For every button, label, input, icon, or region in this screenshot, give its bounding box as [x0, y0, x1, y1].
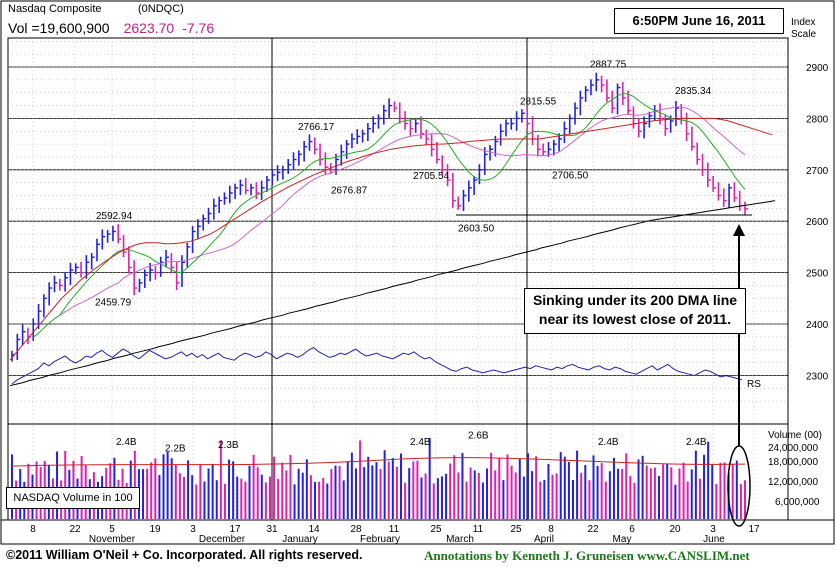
- ma10-line: [32, 93, 746, 338]
- volume-tick-6m: 6,000,000: [775, 497, 820, 508]
- change-value: -7.76: [182, 20, 215, 36]
- volume-price-line: Vol =19,600,900 2623.70 -7.76: [8, 20, 214, 36]
- price-annotation: 2459.79: [95, 297, 132, 308]
- x-tick-label: 8: [548, 524, 554, 535]
- y-tick-label: 2300: [806, 371, 829, 382]
- month-label: April: [534, 534, 554, 545]
- month-label: May: [613, 534, 632, 545]
- volume-annotation: 2.3B: [218, 440, 239, 451]
- volume-average-line: [11, 457, 746, 467]
- volume-annotation: 2.6B: [468, 430, 489, 441]
- month-label: November: [89, 534, 136, 545]
- annotation-line-1: Sinking under its 200 DMA line: [532, 292, 738, 308]
- index-name: Nasdaq Composite: [8, 3, 102, 15]
- annotation-arrow-head: [733, 224, 745, 236]
- price-annotation: 2705.54: [413, 171, 450, 182]
- annotation-box: Sinking under its 200 DMA line near its …: [524, 288, 746, 334]
- x-tick-label: 19: [149, 524, 161, 535]
- volume-annotation: 2.4B: [410, 437, 431, 448]
- price-annotation: 2766.17: [298, 122, 335, 133]
- ma21-line: [54, 106, 746, 320]
- price-annotation: 2592.94: [96, 211, 133, 222]
- x-tick-label: 6: [629, 524, 635, 535]
- x-tick-label: 8: [30, 524, 36, 535]
- price-value: 2623.70: [123, 20, 175, 36]
- price-panel: RS: [9, 72, 776, 390]
- ma50-line: [9, 117, 773, 361]
- volume-tick-24m: 24,000,000: [768, 443, 819, 454]
- x-tick-label: 31: [266, 524, 278, 535]
- month-label: December: [199, 534, 246, 545]
- x-tick-label: 22: [69, 524, 81, 535]
- y-tick-label: 2700: [806, 166, 829, 177]
- x-tick-label: 22: [587, 524, 599, 535]
- volume-tick-12m: 12,000,000: [768, 477, 819, 488]
- volume-tick-18m: 18,000,000: [768, 457, 819, 468]
- grid: [0, 0, 835, 545]
- scale-label-1: Index: [791, 17, 816, 28]
- x-tick-label: 17: [748, 524, 760, 535]
- volume-annotation: 2.4B: [686, 437, 707, 448]
- x-tick-label: 14: [308, 524, 320, 535]
- x-tick-label: 20: [669, 524, 681, 535]
- price-annotation: 2676.87: [331, 186, 368, 197]
- month-label: February: [360, 534, 400, 545]
- x-tick-label: 17: [229, 524, 241, 535]
- price-annotation: 2706.50: [552, 170, 589, 181]
- price-annotation: 2887.75: [590, 59, 627, 70]
- scale-label-2: Scale: [791, 29, 817, 40]
- timestamp-box: 6:50PM June 16, 2011: [614, 8, 784, 34]
- x-tick-label: 5: [109, 524, 115, 535]
- x-tick-label: 11: [473, 524, 484, 535]
- annotations-credit: Annotations by Kenneth J. Gruneisen www.…: [424, 548, 750, 563]
- y-tick-label: 2600: [806, 217, 829, 228]
- volume-value: Vol =19,600,900: [8, 20, 110, 36]
- x-tick-label: 11: [389, 524, 400, 535]
- volume-highlight-ellipse: [727, 445, 751, 527]
- ma200-line: [9, 200, 776, 387]
- volume-annotation: 2.2B: [165, 443, 186, 454]
- volume-legend: NASDAQ Volume in 100: [6, 487, 140, 509]
- price-annotation: 2603.50: [458, 223, 495, 234]
- x-tick-label: 25: [510, 524, 522, 535]
- month-label: January: [282, 534, 318, 545]
- x-tick-label: 28: [350, 524, 362, 535]
- month-label: March: [446, 534, 474, 545]
- rs-line: [11, 347, 743, 385]
- x-tick-label: 3: [710, 524, 716, 535]
- volume-annotation: 2.4B: [598, 437, 619, 448]
- annotation-line-2: near its lowest close of 2011.: [538, 311, 732, 327]
- y-tick-label: 2400: [806, 320, 829, 331]
- y-tick-label: 2500: [806, 269, 829, 280]
- volume-annotation: 2.4B: [116, 437, 137, 448]
- x-tick-label: 3: [190, 524, 196, 535]
- y-tick-label: 2800: [806, 114, 829, 125]
- symbol: (0NDQC): [138, 3, 184, 15]
- y-tick-label: 2900: [806, 63, 829, 74]
- rs-label: RS: [747, 379, 761, 390]
- month-label: June: [703, 534, 725, 545]
- volume-panel: [11, 437, 746, 519]
- annotation-overlay: 2592.94 2459.79 2766.17 2676.87 2705.54 2603.…: [95, 59, 751, 527]
- volume-title: Volume (00): [768, 430, 822, 441]
- price-annotation: 2835.34: [675, 86, 712, 97]
- copyright: ©2011 William O'Neil + Co. Incorporated.…: [6, 548, 363, 562]
- x-tick-label: 25: [430, 524, 442, 535]
- price-annotation: 2815.55: [520, 96, 557, 107]
